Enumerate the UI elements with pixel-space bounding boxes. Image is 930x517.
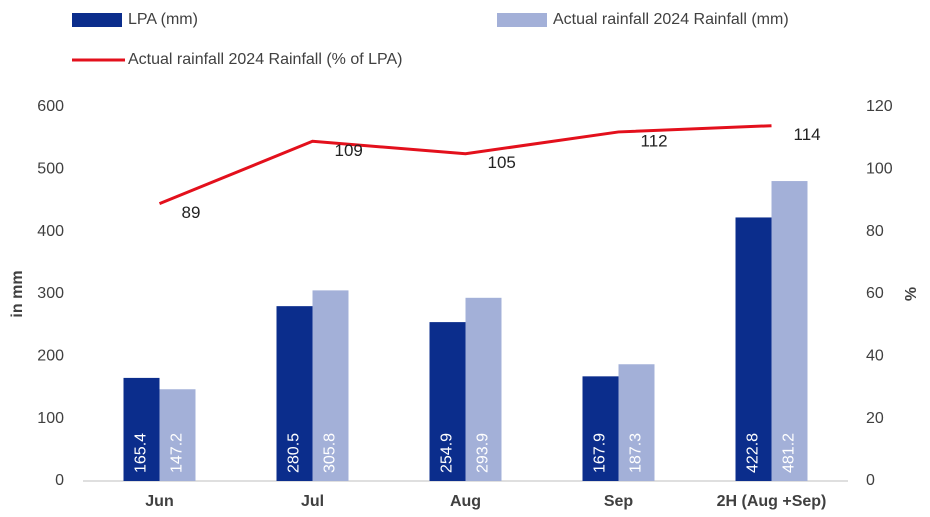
y-tick-label: 600 xyxy=(37,98,64,115)
legend-label: Actual rainfall 2024 Rainfall (% of LPA) xyxy=(128,51,403,68)
x-tick-label: Jul xyxy=(301,493,324,510)
bar-value-label: 305.8 xyxy=(322,433,339,473)
line-value-label: 114 xyxy=(794,125,821,144)
y-tick-label: 100 xyxy=(37,410,64,427)
bar xyxy=(618,364,655,481)
y2-tick-label: 80 xyxy=(866,223,884,240)
bar xyxy=(312,290,349,481)
bar-value-label: 293.9 xyxy=(475,433,492,473)
bar-value-label: 254.9 xyxy=(439,433,456,473)
y2-tick-label: 100 xyxy=(866,161,893,178)
y-tick-label: 300 xyxy=(37,285,64,302)
bar xyxy=(771,181,808,481)
y-tick-label: 500 xyxy=(37,161,64,178)
y2-tick-label: 0 xyxy=(866,472,875,489)
bar-value-label: 481.2 xyxy=(781,433,798,473)
line-value-label: 109 xyxy=(335,141,363,160)
line xyxy=(158,124,772,206)
y-tick-label: 0 xyxy=(55,472,64,489)
bar xyxy=(276,306,313,481)
line-value-label: 89 xyxy=(182,203,201,222)
y2-axis-title: % xyxy=(903,287,920,301)
y2-tick-label: 120 xyxy=(866,98,893,115)
y-axis-title: in mm xyxy=(9,270,26,317)
bar xyxy=(159,389,196,481)
bar-value-label: 147.2 xyxy=(169,433,186,473)
line-value-label: 105 xyxy=(488,153,516,172)
legend-label: Actual rainfall 2024 Rainfall (mm) xyxy=(553,11,789,28)
bar-value-label: 165.4 xyxy=(133,433,150,473)
bar-value-label: 187.3 xyxy=(628,433,645,473)
y2-tick-label: 20 xyxy=(866,410,884,427)
bar-value-label: 167.9 xyxy=(592,433,609,473)
y2-tick-label: 40 xyxy=(866,348,884,365)
bar-value-label: 422.8 xyxy=(745,433,762,473)
legend-swatch xyxy=(72,13,122,27)
legend-label: LPA (mm) xyxy=(128,11,198,28)
x-tick-label: Jun xyxy=(145,493,173,510)
bar xyxy=(582,376,619,481)
bar xyxy=(735,217,772,482)
y2-tick-label: 60 xyxy=(866,285,884,302)
y-tick-label: 200 xyxy=(37,348,64,365)
bar xyxy=(429,322,466,481)
x-tick-label: Aug xyxy=(450,493,481,510)
x-tick-label: 2H (Aug +Sep) xyxy=(717,493,827,510)
bar xyxy=(465,297,502,481)
y-tick-label: 400 xyxy=(37,223,64,240)
bar-value-label: 280.5 xyxy=(286,433,303,473)
line-value-label: 112 xyxy=(641,131,668,150)
bar xyxy=(123,377,160,481)
x-tick-label: Sep xyxy=(604,493,634,510)
legend-swatch xyxy=(497,13,547,27)
